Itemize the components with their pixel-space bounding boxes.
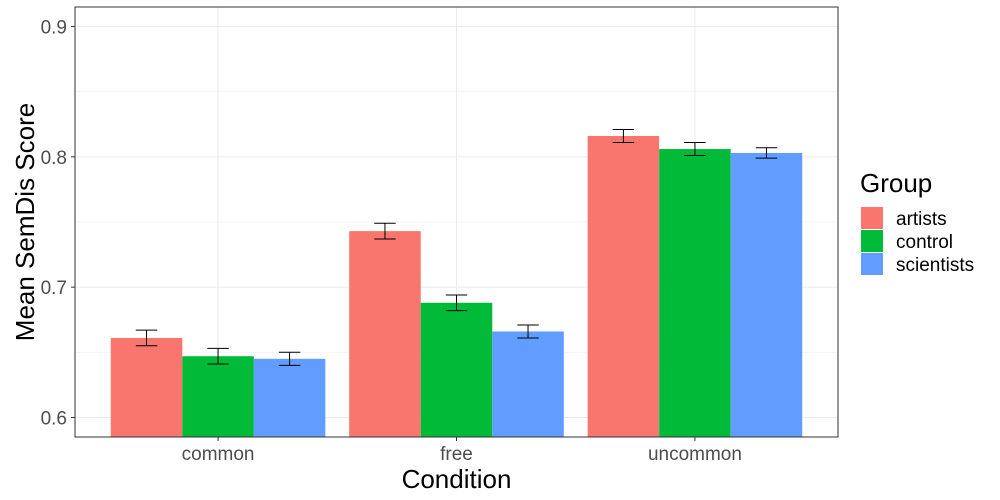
y-tick-label: 0.7 bbox=[41, 278, 67, 299]
y-axis-title: Mean SemDis Score bbox=[10, 103, 40, 341]
bar bbox=[492, 331, 564, 437]
bar bbox=[182, 356, 254, 437]
bar bbox=[253, 358, 326, 437]
x-tick-label: uncommon bbox=[648, 444, 742, 465]
x-tick-label: free bbox=[440, 444, 473, 465]
bar bbox=[420, 302, 493, 437]
bars bbox=[110, 136, 803, 437]
y-tick-label: 0.6 bbox=[41, 408, 67, 429]
y-axis: 0.6 0.7 0.8 0.9 bbox=[41, 18, 75, 429]
legend-key bbox=[861, 207, 883, 229]
legend-key bbox=[861, 253, 883, 275]
x-axis-title: Condition bbox=[402, 464, 512, 494]
legend-label: artists bbox=[896, 209, 947, 230]
bar bbox=[730, 152, 803, 437]
bar bbox=[659, 149, 731, 437]
x-axis: common free uncommon bbox=[182, 437, 742, 465]
legend-label: control bbox=[896, 232, 953, 253]
x-tick-label: common bbox=[182, 444, 255, 465]
y-tick-label: 0.8 bbox=[41, 148, 67, 169]
legend-label: scientists bbox=[896, 255, 974, 276]
bar bbox=[587, 136, 660, 437]
error-bars bbox=[135, 128, 778, 366]
legend-title: Group bbox=[860, 168, 932, 198]
bar bbox=[110, 337, 183, 437]
y-tick-label: 0.9 bbox=[41, 18, 67, 39]
bar bbox=[349, 231, 421, 437]
legend-key bbox=[861, 230, 883, 252]
